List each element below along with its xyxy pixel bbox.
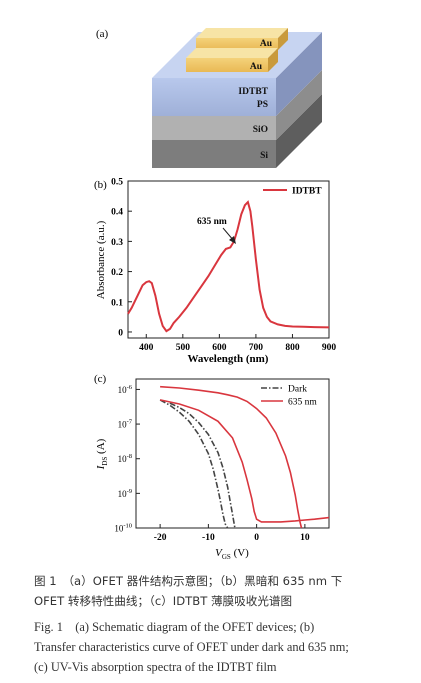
caption-en-line-2: Transfer characteristics curve of OFET u… xyxy=(34,640,349,654)
c-ytick-label-2: 10-8 xyxy=(118,453,132,464)
si-layer-side xyxy=(276,94,322,168)
au-label-front: Au xyxy=(250,62,263,72)
b-ytick-label-1: 0.1 xyxy=(111,298,123,308)
au-electrode-back-top xyxy=(196,28,288,38)
figure-canvas: (a) Au Au IDTBT PS SiO Si (b) 00. xyxy=(94,28,336,561)
b-xtick-label-3: 700 xyxy=(249,343,264,353)
c-ytick-label-1: 10-7 xyxy=(118,419,133,430)
panel-b-label: (b) xyxy=(94,179,107,191)
panel-b-plot-frame xyxy=(127,180,330,339)
series-line-dark-1 xyxy=(169,402,236,529)
au-electrode-back-side xyxy=(278,28,288,50)
panel-a-label: (a) xyxy=(96,28,109,40)
b-xtick-label-0: 400 xyxy=(139,343,154,353)
au-electrode-front-top xyxy=(186,48,278,58)
au-electrode-front-front xyxy=(186,58,268,72)
au-electrode-front-side xyxy=(268,48,278,72)
series-line-635nm-2 xyxy=(159,399,330,523)
caption-en-line-1: Fig. 1 (a) Schematic diagram of the OFET… xyxy=(34,620,315,634)
b-ytick-label-5: 0.5 xyxy=(111,178,123,188)
series-line-idtbt xyxy=(127,200,330,333)
panel-b-x-axis-label: Wavelength (nm) xyxy=(188,353,269,365)
panel-b-legend: IDTBT xyxy=(263,187,322,197)
c-xtick-label-2: 0 xyxy=(254,533,259,543)
b-xtick-label-1: 500 xyxy=(176,343,191,353)
panel-c-x-axis-label: VGS (V) xyxy=(215,547,249,561)
panel-c-y-axis-label: IDS (A) xyxy=(95,438,109,470)
legend-label-idtbt: IDTBT xyxy=(292,187,322,197)
panel-b-absorbance-chart: (b) 00.10.20.30.40.5 400 500 600 700 800 900 … xyxy=(94,178,336,366)
sio-layer-front xyxy=(152,116,276,140)
si-label: Si xyxy=(260,151,268,161)
au-label-back: Au xyxy=(260,39,273,49)
au-electrode-back-front xyxy=(196,38,278,50)
legend-label-dark: Dark xyxy=(288,385,307,395)
sio-layer-side xyxy=(276,70,322,140)
panel-b-y-axis-label: Absorbance (a.u.) xyxy=(95,220,107,299)
b-ytick-label-0: 0 xyxy=(118,328,123,338)
b-xtick-label-2: 600 xyxy=(212,343,227,353)
panel-c-label: (c) xyxy=(94,373,107,385)
b-ytick-label-4: 0.4 xyxy=(111,208,123,218)
c-xtick-label-0: -20 xyxy=(154,533,167,543)
panel-c-legend: Dark 635 nm xyxy=(261,385,317,408)
b-ytick-label-2: 0.2 xyxy=(111,268,123,278)
idtbt-layer-side xyxy=(276,32,322,116)
c-xtick-label-1: -10 xyxy=(202,533,215,543)
series-line-dark-0 xyxy=(159,399,229,529)
panel-a-schematic: (a) Au Au IDTBT PS SiO Si xyxy=(96,28,322,168)
b-xtick-label-4: 800 xyxy=(285,343,300,353)
b-xtick-label-5: 900 xyxy=(322,343,337,353)
idtbt-label: IDTBT xyxy=(238,87,268,97)
idtbt-layer-front xyxy=(152,78,276,116)
ps-label: PS xyxy=(257,100,268,110)
si-layer-front xyxy=(152,140,276,168)
legend-label-635nm: 635 nm xyxy=(288,398,317,408)
caption-chinese: 图 1 （a）OFET 器件结构示意图；（b）黑暗和 635 nm 下 OFET… xyxy=(34,571,404,611)
c-xtick-label-3: 10 xyxy=(300,533,310,543)
panel-c-transfer-chart: (c) 10-6 10-7 10-8 10-9 10-10 -20 -10 0 10 VGS … xyxy=(94,373,330,561)
annotation-635nm: 635 nm xyxy=(197,217,227,227)
c-ytick-label-3: 10-9 xyxy=(118,488,132,499)
panel-b-annotation: 635 nm xyxy=(197,217,236,244)
c-ytick-label-4: 10-10 xyxy=(114,523,132,534)
caption-en-line-3: (c) UV-Vis absorption spectra of the IDT… xyxy=(34,660,277,674)
panel-c-plot-frame xyxy=(135,378,330,529)
sio-label: SiO xyxy=(253,125,268,135)
c-ytick-label-0: 10-6 xyxy=(118,384,133,395)
caption-zh-line-2: OFET 转移特性曲线；（c）IDTBT 薄膜吸收光谱图 xyxy=(34,594,293,608)
annotation-arrow-head xyxy=(229,236,236,244)
series-line-635nm-3 xyxy=(160,385,303,529)
b-ytick-label-3: 0.3 xyxy=(111,238,123,248)
caption-zh-line-1: 图 1 （a）OFET 器件结构示意图；（b）黑暗和 635 nm 下 xyxy=(34,574,343,588)
caption-english: Fig. 1 (a) Schematic diagram of the OFET… xyxy=(34,617,404,677)
